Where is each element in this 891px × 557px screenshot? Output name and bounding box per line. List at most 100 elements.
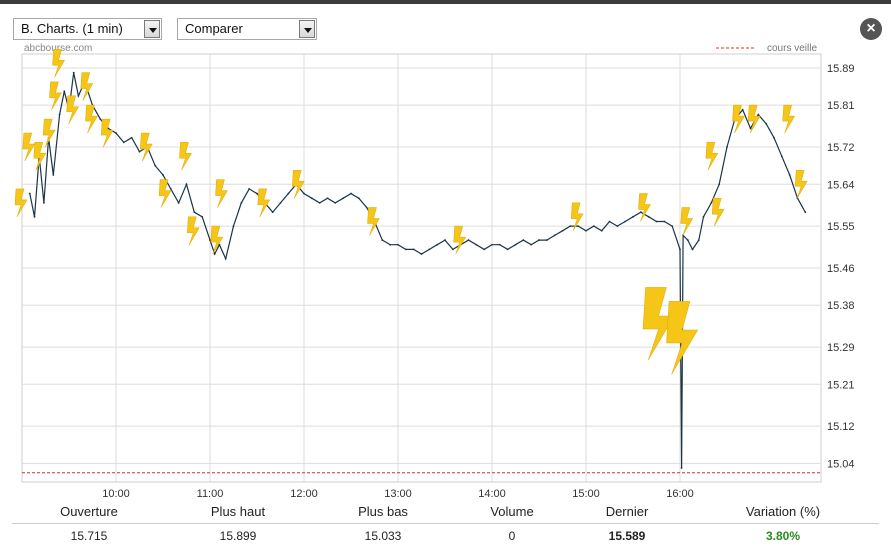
x-tick-label: 14:00 — [478, 488, 506, 500]
stat-value-open: 15.715 — [70, 529, 108, 543]
price-point — [545, 239, 548, 241]
price-point — [788, 174, 791, 176]
price-point — [350, 192, 352, 195]
price-point — [287, 192, 290, 195]
price-point — [201, 215, 204, 218]
price-point — [483, 248, 486, 251]
y-tick-label: 15.04 — [827, 458, 855, 470]
price-point — [209, 239, 211, 241]
lightning-icon — [680, 207, 694, 236]
price-point — [240, 201, 243, 204]
price-point — [577, 225, 580, 228]
price-point — [397, 243, 399, 246]
lightning-icon — [66, 95, 80, 124]
price-point — [303, 192, 305, 195]
price-point — [451, 248, 454, 251]
price-point — [498, 243, 501, 246]
price-point — [218, 243, 221, 246]
lightning-icon — [782, 104, 796, 134]
price-point — [33, 215, 36, 218]
y-tick-label: 15.46 — [827, 263, 855, 275]
price-point — [765, 122, 768, 125]
price-point — [757, 113, 760, 116]
stats-separator — [12, 523, 879, 524]
y-tick-label: 15.29 — [827, 342, 855, 354]
lightning-icon — [732, 104, 745, 134]
stat-label-variation: Variation (%) — [745, 504, 821, 519]
price-point — [404, 248, 407, 251]
price-point — [639, 211, 642, 214]
price-point — [561, 229, 564, 232]
price-point — [592, 225, 595, 228]
compare-select[interactable]: Comparer — [177, 18, 317, 40]
price-point — [569, 225, 572, 228]
price-point — [389, 243, 392, 246]
price-point — [686, 239, 689, 241]
price-point — [428, 248, 431, 251]
stat-value-high: 15.899 — [219, 529, 257, 543]
price-point — [420, 253, 423, 255]
chart-type-select-value: B. Charts. (1 min) — [21, 21, 123, 36]
price-point — [224, 257, 227, 260]
lightning-icon — [638, 193, 651, 222]
lightning-icon — [100, 118, 114, 148]
y-tick-label: 15.21 — [827, 379, 855, 391]
price-point — [99, 118, 102, 121]
chevron-down-icon[interactable] — [144, 20, 160, 38]
stat-value-last: 15.589 — [608, 529, 646, 543]
price-point — [475, 243, 478, 246]
lightning-icon — [367, 207, 380, 236]
lightning-icon — [140, 132, 153, 162]
price-point — [248, 188, 251, 190]
y-tick-label: 15.38 — [827, 300, 855, 312]
lightning-icon — [33, 142, 47, 171]
lightning-icon — [642, 287, 675, 361]
chevron-down-icon[interactable] — [299, 20, 315, 38]
price-point — [680, 467, 683, 469]
stat-label-low: Plus bas — [358, 504, 408, 519]
lightning-icon — [22, 132, 36, 162]
price-point — [702, 215, 705, 218]
price-point — [185, 183, 188, 186]
lightning-icon — [292, 170, 305, 199]
price-point — [326, 197, 329, 200]
lightning-icon — [80, 72, 94, 101]
price-point — [682, 234, 685, 237]
lightning-icon — [187, 216, 200, 245]
price-point — [436, 243, 439, 246]
price-point — [381, 239, 384, 241]
window-top-bar — [0, 0, 891, 4]
lightning-icon — [49, 81, 62, 111]
price-point — [624, 220, 627, 223]
stat-label-volume: Volume — [490, 504, 534, 519]
price-point — [663, 220, 666, 223]
price-point — [72, 71, 75, 74]
stat-value-volume: 0 — [508, 529, 516, 543]
price-point — [232, 225, 235, 228]
price-point — [412, 248, 415, 251]
price-point — [154, 164, 157, 167]
x-tick-label: 11:00 — [197, 488, 224, 500]
price-point — [213, 253, 216, 255]
chart-type-select[interactable]: B. Charts. (1 min) — [13, 18, 162, 40]
lightning-icon — [179, 142, 192, 171]
close-button[interactable]: × — [860, 18, 882, 40]
y-tick-label: 15.72 — [827, 142, 855, 154]
price-point — [608, 220, 611, 223]
price-point — [679, 248, 681, 251]
y-tick-label: 15.12 — [827, 421, 855, 433]
price-chart: 15.04 15.12 15.21 15.29 15.38 15.46 15.55 15.64… — [14, 43, 855, 500]
price-point — [538, 239, 540, 241]
lightning-icon — [85, 104, 98, 134]
price-point — [655, 220, 658, 223]
y-tick-label: 15.64 — [827, 179, 855, 191]
stat-label-open: Ouverture — [60, 504, 118, 519]
x-tick-label: 16:00 — [666, 488, 694, 500]
price-point — [491, 243, 493, 246]
y-tick-label: 15.81 — [827, 100, 855, 112]
source-label: abcbourse.com — [24, 43, 92, 54]
price-point — [600, 229, 603, 232]
lightning-icon — [711, 197, 725, 227]
price-point — [804, 211, 807, 214]
price-point — [691, 248, 694, 251]
